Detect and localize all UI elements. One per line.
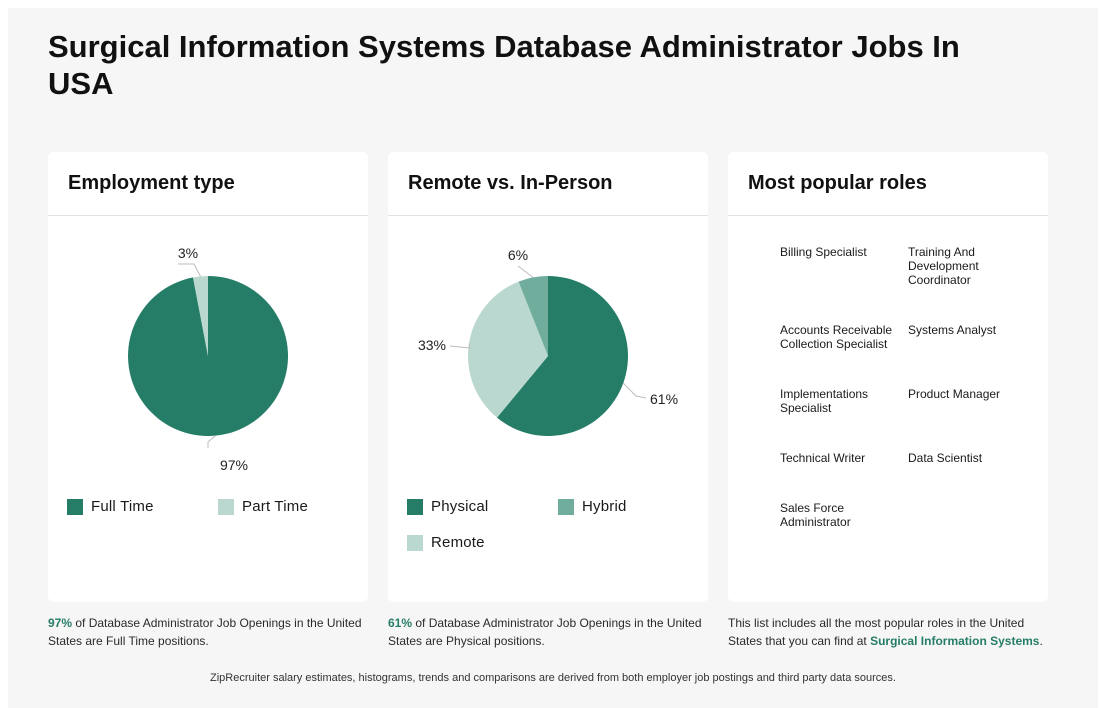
data-label-physical: 61% — [650, 391, 678, 407]
popular-roles-card: Most popular roles Billing Specialist Tr… — [728, 152, 1048, 602]
pie-slice-part-time — [193, 276, 208, 356]
data-label-hybrid: 6% — [508, 247, 528, 263]
legend-swatch-remote — [407, 535, 423, 551]
pie-slice-full-time — [128, 276, 289, 436]
employment-type-caption-text: of Database Administrator Job Openings i… — [48, 616, 362, 648]
legend-swatch-part-time — [218, 499, 234, 515]
leader-line-part-time — [178, 263, 201, 277]
pie-slice-hybrid — [518, 276, 548, 356]
role-item[interactable]: Sales Force Administrator — [780, 501, 851, 529]
legend-label-remote: Remote — [431, 534, 485, 551]
employment-type-pie-chart: 97% 3% — [128, 245, 289, 473]
role-item[interactable]: Data Scientist — [908, 451, 983, 465]
data-label-full-time: 97% — [220, 457, 248, 473]
footer-disclaimer: ZipRecruiter salary estimates, histogram… — [210, 672, 896, 684]
role-item[interactable]: Training And Development Coordinator — [908, 245, 979, 287]
legend-swatch-physical — [407, 499, 423, 515]
legend-label-full-time: Full Time — [91, 498, 154, 515]
employment-type-heading: Employment type — [48, 152, 368, 216]
remote-caption: 61% of Database Administrator Job Openin… — [388, 614, 708, 650]
leader-line-full-time — [207, 435, 216, 448]
role-item[interactable]: Accounts Receivable Collection Specialis… — [780, 323, 893, 351]
legend-label-hybrid: Hybrid — [582, 498, 627, 515]
roles-caption: This list includes all the most popular … — [728, 614, 1048, 650]
remote-vs-in-person-card: Remote vs. In-Person 61% 33% 6% Physical Hy… — [388, 152, 708, 602]
remote-caption-text: of Database Administrator Job Openings i… — [388, 616, 702, 648]
company-link[interactable]: Surgical Information Systems — [870, 634, 1040, 648]
legend-label-physical: Physical — [431, 498, 489, 515]
data-label-remote: 33% — [418, 337, 446, 353]
pie-slice-physical — [497, 276, 629, 436]
employment-type-caption-percent: 97% — [48, 616, 73, 630]
remote-caption-percent: 61% — [388, 616, 413, 630]
popular-roles-heading: Most popular roles — [728, 152, 1048, 216]
role-item[interactable]: Technical Writer — [780, 451, 866, 465]
remote-vs-in-person-pie-chart: 61% 33% 6% — [418, 247, 678, 436]
role-item[interactable]: Implementations Specialist — [780, 387, 869, 415]
role-item[interactable]: Systems Analyst — [908, 323, 997, 337]
employment-type-card: Employment type 97% 3% Full Time Part Time — [48, 152, 368, 602]
remote-vs-in-person-heading: Remote vs. In-Person — [388, 152, 708, 216]
page-title: Surgical Information Systems Database Ad… — [48, 29, 960, 101]
legend-swatch-full-time — [67, 499, 83, 515]
leader-line-physical — [622, 382, 647, 399]
legend-swatch-hybrid — [558, 499, 574, 515]
leader-line-remote — [449, 343, 471, 349]
role-item[interactable]: Billing Specialist — [780, 245, 867, 259]
employment-type-caption: 97% of Database Administrator Job Openin… — [48, 614, 368, 650]
roles-caption-end: . — [1039, 634, 1043, 648]
page-frame: Surgical Information Systems Database Ad… — [8, 8, 1098, 708]
data-label-part-time: 3% — [178, 245, 198, 261]
roles-caption-text: This list includes all the most popular … — [728, 616, 1025, 648]
pie-slice-remote — [468, 281, 548, 418]
role-item[interactable]: Product Manager — [908, 387, 1001, 401]
leader-line-hybrid — [517, 265, 534, 278]
legend-label-part-time: Part Time — [242, 498, 308, 515]
